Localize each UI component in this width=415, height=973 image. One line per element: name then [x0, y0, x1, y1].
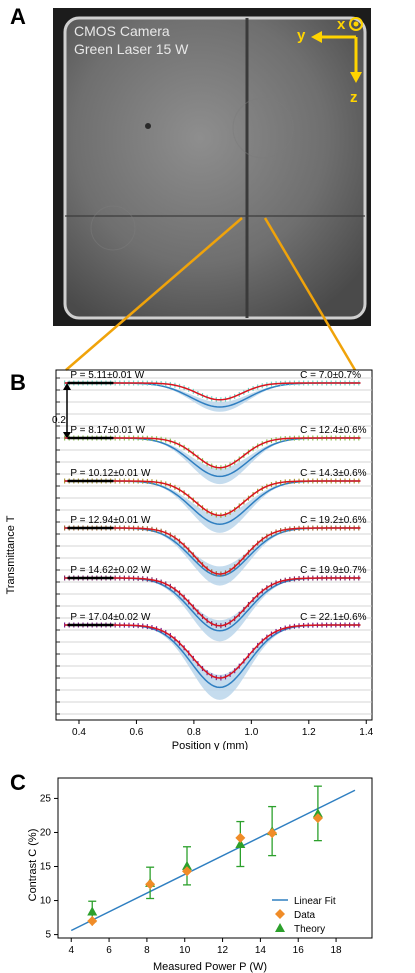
power-label: P = 17.04±0.02 W [70, 612, 151, 623]
plot-frame [55, 369, 373, 721]
legend-fit-label: Linear Fit [294, 896, 336, 907]
camera-image-svg: x y z [63, 16, 367, 320]
x-tick-label: 0.4 [72, 727, 86, 738]
x-tick-label: 1.0 [244, 727, 258, 738]
theory-band [64, 578, 361, 642]
x-axis-label: x [337, 16, 346, 33]
contrast-label: C = 19.2±0.6% [300, 515, 366, 526]
fit-curve [64, 577, 361, 627]
power-label: P = 10.12±0.01 W [70, 468, 151, 479]
panel-c-label: C [10, 770, 26, 795]
offset-arrowhead-icon [63, 432, 71, 439]
fit-curve [64, 437, 361, 469]
power-label: P = 14.62±0.02 W [70, 565, 151, 576]
x-tick-label: 4 [68, 945, 74, 956]
camera-caption-line1: CMOS Camera [74, 23, 170, 39]
contrast-label: C = 22.1±0.6% [300, 612, 366, 623]
x-tick-label: 10 [179, 945, 191, 956]
x-tick-label: 14 [255, 945, 267, 956]
illuminated-square [63, 16, 367, 320]
zoom-line-left [65, 217, 243, 371]
x-tick-label: 0.8 [187, 727, 201, 738]
y-tick-label: 20 [40, 827, 52, 838]
z-arrowhead-icon [350, 72, 362, 83]
offset-arrowhead-icon [63, 383, 71, 390]
out-of-plane-dot-icon [353, 21, 359, 27]
chart-b-ylabel: Transmittance T [5, 515, 17, 594]
panel-a-label: A [10, 4, 26, 29]
ring-artifact [232, 97, 294, 159]
contrast-label: C = 12.4±0.6% [300, 425, 366, 436]
theory-point [312, 808, 323, 818]
y-arrowhead-icon [311, 31, 322, 43]
ring-artifact [90, 205, 136, 251]
offset-label: 0.2 [52, 415, 66, 426]
zoom-connector [65, 217, 357, 371]
contrast-label: C = 19.9±0.7% [300, 565, 366, 576]
plot-frame [57, 777, 373, 939]
x-tick-label: 1.4 [359, 727, 373, 738]
x-tick-label: 16 [293, 945, 305, 956]
transmittance-chart: Transmittance T Position y (mm) 0.4 0.6 0.… [5, 369, 374, 750]
data-point [145, 879, 156, 890]
theory-band [64, 383, 361, 412]
legend-theory-swatch [275, 923, 285, 932]
fit-curve [64, 527, 361, 575]
power-label: P = 12.94±0.01 W [70, 515, 151, 526]
contrast-label: C = 7.0±0.7% [300, 370, 361, 381]
legend-data-swatch [275, 909, 285, 919]
panel-b-label: B [10, 370, 26, 395]
x-tick-label: 6 [106, 945, 112, 956]
fit-curve [64, 382, 361, 401]
x-tick-label: 8 [144, 945, 150, 956]
legend-theory-label: Theory [294, 924, 325, 935]
x-tick-label: 1.2 [302, 727, 316, 738]
y-tick-label: 5 [45, 930, 51, 941]
camera-image: x y z [53, 8, 371, 326]
legend-data-label: Data [294, 910, 316, 921]
y-axis-label: y [297, 27, 306, 44]
data-point [182, 866, 193, 877]
x-tick-label: 12 [217, 945, 229, 956]
zoom-line-right [263, 217, 357, 371]
contrast-chart: Contrast C (%) Measured Power P (W) 4 6 8 1… [27, 777, 373, 973]
y-tick-label: 25 [40, 793, 52, 804]
chart-c-ylabel: Contrast C (%) [27, 829, 39, 902]
linear-fit-line [70, 789, 356, 932]
fit-curve [64, 480, 361, 517]
out-of-plane-icon [349, 17, 363, 31]
contrast-label: C = 14.3±0.6% [300, 468, 366, 479]
fit-curve [64, 624, 361, 679]
chart-b-xlabel: Position y (mm) [172, 740, 248, 750]
data-point [267, 828, 278, 839]
camera-caption-line2: Green Laser 15 W [74, 41, 189, 57]
chart-c-xlabel: Measured Power P (W) [153, 961, 267, 973]
theory-point [235, 839, 246, 849]
y-tick-label: 10 [40, 896, 52, 907]
power-label: P = 5.11±0.01 W [70, 370, 144, 381]
power-label: P = 8.17±0.01 W [70, 425, 145, 436]
theory-point [182, 860, 193, 870]
x-tick-label: 18 [330, 945, 342, 956]
dust-spot [145, 123, 151, 129]
data-point [235, 832, 246, 843]
data-point [312, 813, 323, 824]
x-tick-label: 0.6 [129, 727, 143, 738]
theory-point [87, 906, 98, 916]
y-tick-label: 15 [40, 862, 52, 873]
z-axis-label: z [350, 89, 358, 106]
data-point [87, 915, 98, 926]
